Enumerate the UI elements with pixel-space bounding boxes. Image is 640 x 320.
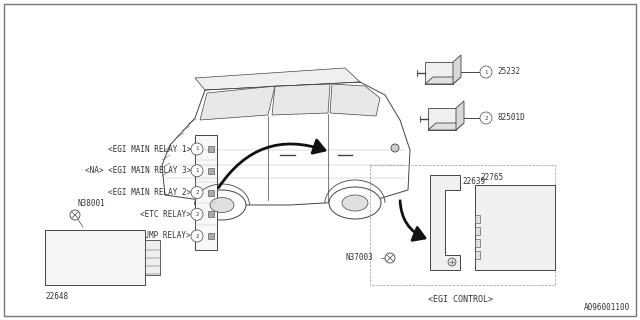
Bar bbox=[475, 215, 480, 223]
Circle shape bbox=[385, 253, 395, 263]
Polygon shape bbox=[162, 82, 410, 205]
Ellipse shape bbox=[198, 190, 246, 220]
Text: 22639: 22639 bbox=[462, 178, 485, 187]
Bar bbox=[208, 211, 214, 217]
Ellipse shape bbox=[329, 187, 381, 219]
FancyArrowPatch shape bbox=[400, 201, 425, 240]
Text: <EGI MAIN RELAY 2>: <EGI MAIN RELAY 2> bbox=[108, 188, 191, 197]
Circle shape bbox=[191, 187, 203, 198]
Text: 1: 1 bbox=[195, 168, 198, 173]
Text: N37003: N37003 bbox=[345, 253, 372, 262]
FancyArrowPatch shape bbox=[218, 140, 325, 188]
Text: <EGI MAIN RELAY 1>: <EGI MAIN RELAY 1> bbox=[108, 145, 191, 154]
Polygon shape bbox=[453, 55, 461, 84]
Polygon shape bbox=[425, 62, 453, 84]
Bar bbox=[208, 146, 214, 152]
Text: <ETC RELAY>: <ETC RELAY> bbox=[140, 210, 191, 219]
Bar bbox=[208, 189, 214, 196]
Text: <FUEL PUMP RELAY>: <FUEL PUMP RELAY> bbox=[113, 231, 191, 241]
Text: 25232: 25232 bbox=[497, 68, 520, 76]
Bar bbox=[45, 230, 145, 285]
Text: 1: 1 bbox=[195, 147, 198, 151]
Circle shape bbox=[191, 208, 203, 220]
Text: 2: 2 bbox=[484, 116, 488, 121]
Text: 2: 2 bbox=[195, 190, 198, 195]
Circle shape bbox=[448, 258, 456, 266]
Text: 1: 1 bbox=[484, 69, 488, 75]
Text: <EGI CONTROL>: <EGI CONTROL> bbox=[428, 295, 493, 304]
Bar bbox=[475, 185, 555, 270]
Circle shape bbox=[480, 112, 492, 124]
Circle shape bbox=[391, 144, 399, 152]
Bar bbox=[195, 135, 217, 250]
Polygon shape bbox=[330, 84, 380, 116]
Bar bbox=[475, 251, 480, 259]
Polygon shape bbox=[428, 108, 456, 130]
Circle shape bbox=[191, 165, 203, 177]
Polygon shape bbox=[456, 101, 464, 130]
Circle shape bbox=[191, 143, 203, 155]
Text: 22765: 22765 bbox=[480, 173, 503, 182]
Bar bbox=[475, 227, 480, 235]
Polygon shape bbox=[195, 68, 360, 90]
Text: 2: 2 bbox=[195, 212, 198, 217]
Text: 2: 2 bbox=[195, 234, 198, 238]
Circle shape bbox=[480, 66, 492, 78]
Ellipse shape bbox=[210, 197, 234, 212]
Bar bbox=[208, 233, 214, 239]
Text: 22648: 22648 bbox=[45, 292, 68, 301]
Polygon shape bbox=[428, 123, 464, 130]
Circle shape bbox=[191, 230, 203, 242]
Text: 82501D: 82501D bbox=[497, 114, 525, 123]
Circle shape bbox=[70, 210, 80, 220]
Text: N38001: N38001 bbox=[77, 199, 105, 208]
Bar bbox=[475, 239, 480, 247]
Polygon shape bbox=[430, 175, 460, 270]
Polygon shape bbox=[425, 77, 461, 84]
Text: A096001100: A096001100 bbox=[584, 303, 630, 312]
Polygon shape bbox=[200, 86, 275, 120]
Text: <NA> <EGI MAIN RELAY 3>: <NA> <EGI MAIN RELAY 3> bbox=[84, 166, 191, 175]
Polygon shape bbox=[272, 84, 330, 115]
Bar bbox=[145, 240, 160, 275]
Bar bbox=[208, 168, 214, 174]
Ellipse shape bbox=[342, 195, 368, 211]
